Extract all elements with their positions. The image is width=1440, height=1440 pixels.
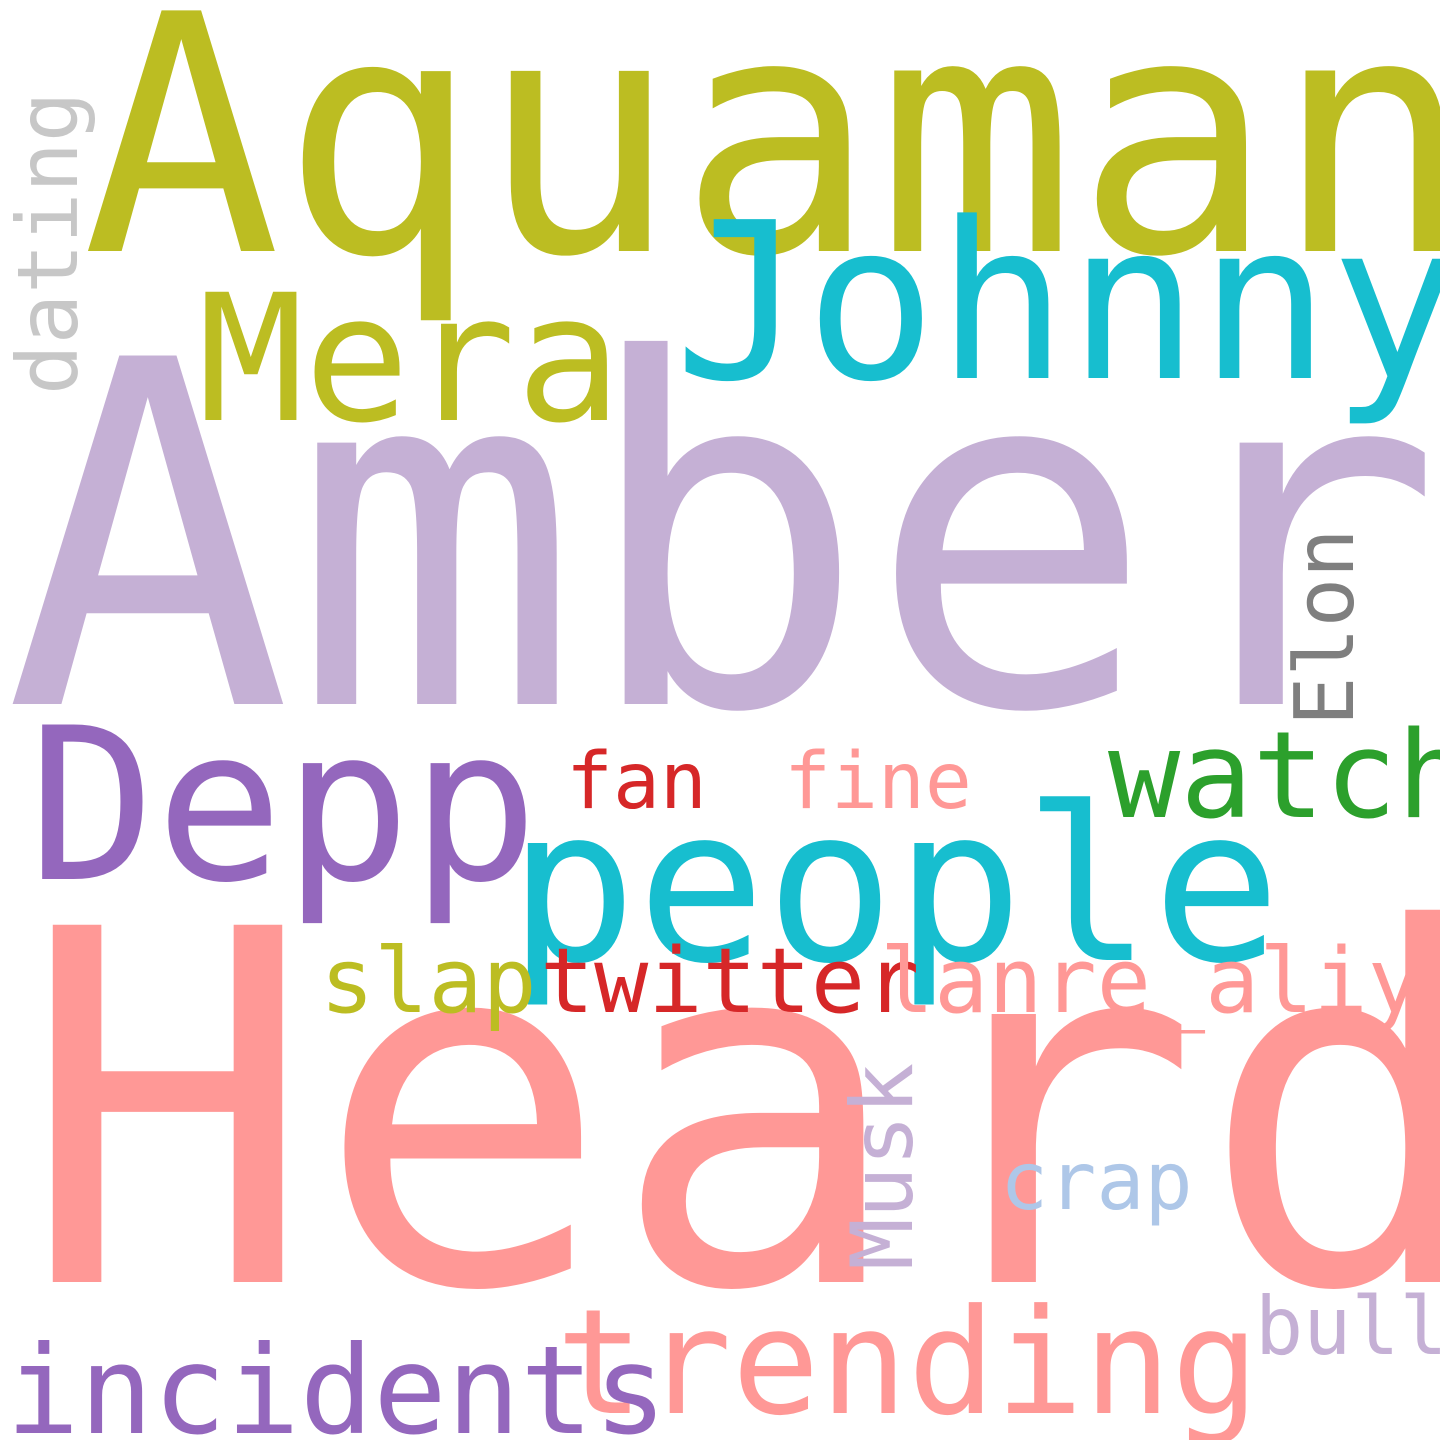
word-twitter: twitter (540, 929, 920, 1034)
word-aquaman: Aquaman (82, 0, 1440, 329)
word-trending: trending (556, 1278, 1260, 1440)
word-heard: Heard (20, 827, 1440, 1398)
word-lanre-aliyu: lanre_aliyu (880, 929, 1440, 1034)
word-musk: Musk (833, 1062, 933, 1270)
word-johnny: Johnny (674, 177, 1440, 430)
word-depp: Depp (28, 682, 539, 929)
word-amber: Amber (4, 260, 1440, 817)
word-fine: fine (784, 737, 972, 827)
word-incidents: incidents (6, 1320, 668, 1440)
word-crap: crap (1000, 1135, 1193, 1228)
word-watch: watch (1108, 707, 1440, 846)
word-mera: Mera (198, 257, 622, 462)
word-elon: Elon (1278, 528, 1373, 726)
word-bull: bull (1255, 1280, 1440, 1373)
word-people: people (508, 762, 1282, 1011)
word-fan: fan (566, 737, 707, 827)
word-slap: slap (320, 929, 537, 1034)
